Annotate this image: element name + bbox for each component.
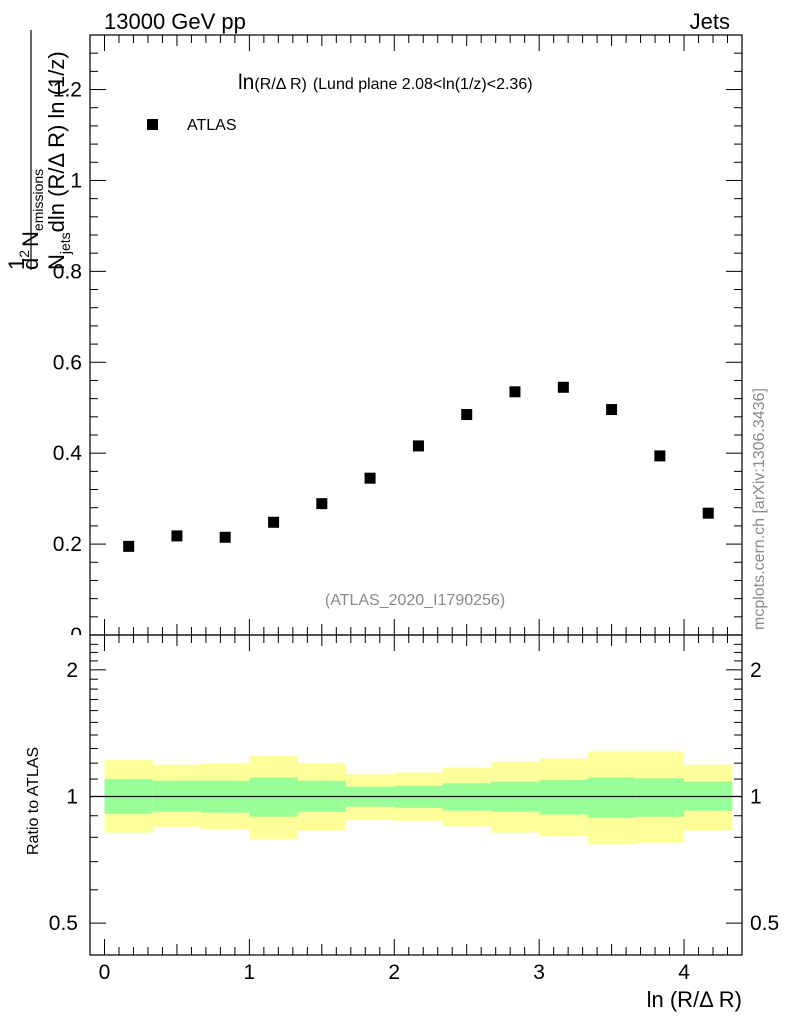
y-tick-label: 0.6: [53, 351, 82, 374]
y-tick-label: 0.4: [53, 442, 83, 465]
atlas-data-points: [123, 381, 714, 552]
x-tick-label: 4: [678, 961, 690, 984]
ratio-y-tick-label: 2: [66, 659, 78, 682]
ratio-bands: [104, 751, 733, 845]
y-tick-label: 1.2: [53, 79, 82, 102]
svg-text:1: 1: [4, 258, 29, 270]
x-tick-label: 1: [244, 961, 256, 984]
data-point: [702, 507, 714, 519]
side-credit: mcplots.cern.ch [arXiv:1306.3436]: [751, 388, 768, 630]
data-point: [557, 381, 569, 393]
data-point: [316, 498, 328, 510]
y-tick-label-zero: 0: [70, 624, 82, 647]
data-point: [171, 530, 183, 542]
process-label: Jets: [690, 9, 730, 34]
collision-label: 13000 GeV pp: [104, 9, 246, 34]
stat-uncertainty-band: [539, 779, 588, 815]
svg-text:Njetsdln (R/Δ R) ln (1/z): Njetsdln (R/Δ R) ln (1/z): [44, 51, 73, 270]
legend-label: ATLAS: [187, 117, 237, 134]
data-point: [123, 540, 135, 552]
stat-uncertainty-band: [635, 778, 685, 817]
data-point: [268, 516, 280, 528]
ratio-y-tick-label-right: 1: [750, 785, 762, 808]
ratio-y-tick-label-right: 2: [750, 659, 762, 682]
data-point: [509, 386, 521, 398]
plot-title: ln(R/Δ R) (Lund plane 2.08<ln(1/z)<2.36): [238, 71, 533, 94]
top-y-tick-labels: 0.2 0.4 0.6 0.8 1 1.2 0: [53, 79, 83, 647]
y-tick-label: 0.8: [53, 260, 82, 283]
svg-text:d2Nemissions: d2Nemissions: [16, 169, 46, 270]
x-tick-labels: 0 1 2 3 4: [99, 961, 691, 984]
data-point: [364, 472, 376, 484]
data-point: [219, 531, 231, 543]
top-y-axis-label: 1 d2Nemissions Njetsdln (R/Δ R) ln (1/z): [4, 30, 73, 270]
top-axis-ticks: [90, 52, 742, 636]
legend-marker: [147, 119, 158, 130]
x-axis-label: ln (R/Δ R): [647, 987, 742, 1012]
data-point: [654, 450, 666, 462]
x-tick-label: 0: [99, 961, 111, 984]
data-point: [412, 440, 424, 452]
ratio-axis-ticks: [90, 643, 742, 924]
x-tick-label: 2: [388, 961, 400, 984]
ratio-y-tick-label: 1: [66, 785, 78, 808]
ratio-plot-frame: [89, 634, 743, 956]
ratio-y-tick-label-right: 0.5: [750, 912, 779, 935]
ratio-y-tick-labels: 0.5 1 2: [49, 659, 78, 935]
stat-uncertainty-band: [587, 777, 636, 818]
ratio-y-axis-label: Ratio to ATLAS: [25, 747, 42, 855]
ratio-y-tick-label: 0.5: [49, 912, 78, 935]
x-tick-label: 3: [533, 961, 545, 984]
analysis-id: (ATLAS_2020_I1790256): [325, 592, 505, 609]
y-tick-label: 0.2: [53, 533, 82, 556]
ratio-y-tick-labels-right: 0.5 1 2: [750, 659, 779, 935]
data-point: [606, 404, 618, 416]
stat-uncertainty-band: [249, 777, 298, 817]
y-tick-label: 1: [70, 169, 82, 192]
data-point: [461, 409, 473, 421]
x-axis-ticks: [89, 35, 743, 955]
